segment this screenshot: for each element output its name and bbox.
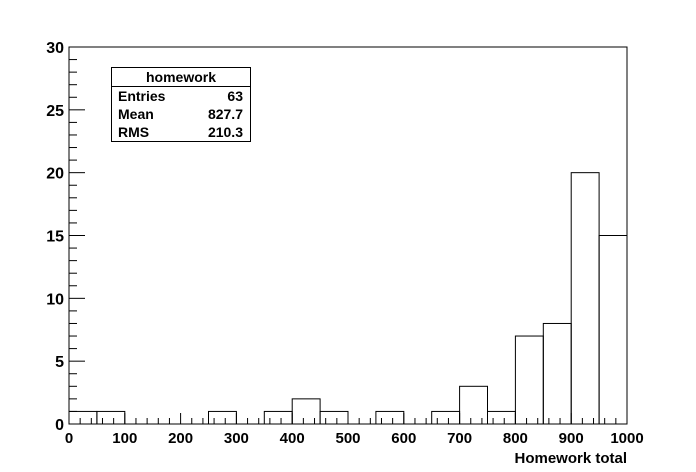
histogram-bin [431,410,461,425]
stats-row-mean: Mean 827.7 [112,105,250,123]
histogram-bin [291,398,321,425]
histogram-bin [459,385,489,425]
x-tick-label: 100 [112,430,137,447]
stats-box: homework Entries 63 Mean 827.7 RMS 210.3 [111,67,251,142]
x-axis: 0 100 200 300 400 500 600 700 800 900 1000 [65,413,644,447]
x-tick-label: 500 [335,430,360,447]
x-axis-title: Homework total [514,450,627,467]
x-tick-label: 1000 [610,430,643,447]
y-tick-label: 25 [46,103,64,120]
histogram-bin [514,335,544,425]
stats-title: homework [112,68,250,87]
histogram-bin [96,410,126,425]
stats-entries-label: Entries [118,88,166,104]
stats-row-rms: RMS 210.3 [112,123,250,141]
histogram-bin [319,410,349,425]
stats-rms-label: RMS [118,124,150,140]
x-tick-label: 600 [391,430,416,447]
stats-row-entries: Entries 63 [112,87,250,105]
y-tick-label: 5 [55,354,64,371]
y-axis: 0 5 10 15 20 25 30 [46,40,85,434]
histogram-bin [570,172,600,425]
x-tick-label: 300 [224,430,249,447]
stats-mean-label: Mean [118,106,154,122]
histogram-bin [208,410,237,425]
stats-entries-value: 63 [227,88,243,104]
y-tick-label: 0 [55,417,64,434]
x-tick-label: 0 [65,430,73,447]
histogram-bars [68,172,628,425]
y-tick-label: 20 [46,166,64,183]
y-tick-label: 30 [46,40,64,57]
x-tick-label: 800 [503,430,528,447]
x-tick-label: 200 [168,430,193,447]
stats-mean-value: 827.7 [207,106,243,122]
histogram-bin [375,410,405,425]
stats-rms-value: 210.3 [207,124,243,140]
histogram-bin [487,410,516,425]
histogram-bin [263,410,293,425]
x-tick-label: 700 [447,430,472,447]
x-tick-label: 400 [280,430,305,447]
histogram-bin [542,322,572,425]
y-tick-label: 15 [46,229,64,246]
histogram-bin [598,235,628,425]
histogram-bin [68,410,98,425]
y-tick-label: 10 [46,291,64,308]
x-tick-label: 900 [559,430,584,447]
